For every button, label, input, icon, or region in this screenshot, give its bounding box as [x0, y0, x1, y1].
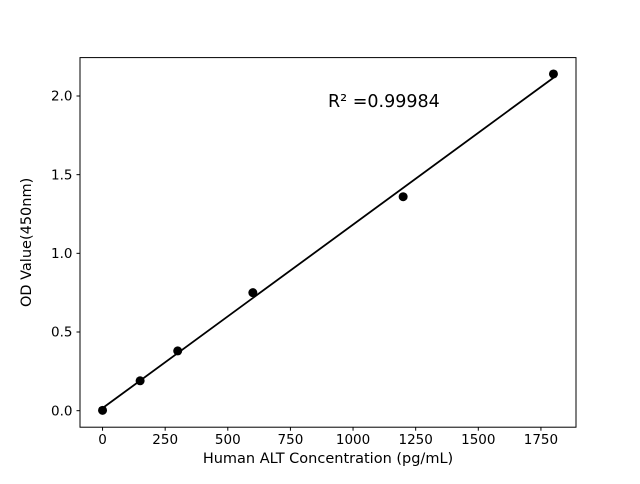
x-tick-label: 750	[278, 432, 304, 448]
y-tick-label: 2.0	[51, 89, 72, 105]
y-tick-label: 1.0	[51, 246, 72, 262]
x-tick-label: 500	[215, 432, 241, 448]
x-tick-label: 1000	[336, 432, 370, 448]
data-point	[548, 69, 558, 79]
y-axis-label: OD Value(450nm)	[19, 178, 35, 307]
y-tick-label: 0.0	[51, 403, 72, 419]
x-tick-label: 1500	[461, 432, 495, 448]
x-tick-label: 0	[98, 432, 107, 448]
plot-border	[79, 57, 577, 428]
data-point	[98, 405, 108, 415]
y-tick-label: 0.5	[51, 325, 72, 341]
fit-line	[101, 76, 555, 410]
r-squared-annotation: R² =0.99984	[328, 92, 440, 112]
x-tick-label: 250	[152, 432, 178, 448]
data-point	[248, 288, 258, 298]
x-tick-label: 1250	[398, 432, 432, 448]
x-tick-label: 1750	[524, 432, 558, 448]
y-tick-label: 1.5	[51, 167, 72, 183]
data-point	[173, 346, 183, 356]
data-point	[398, 192, 408, 202]
x-axis-label: Human ALT Concentration (pg/mL)	[203, 451, 453, 467]
data-point	[135, 376, 145, 386]
